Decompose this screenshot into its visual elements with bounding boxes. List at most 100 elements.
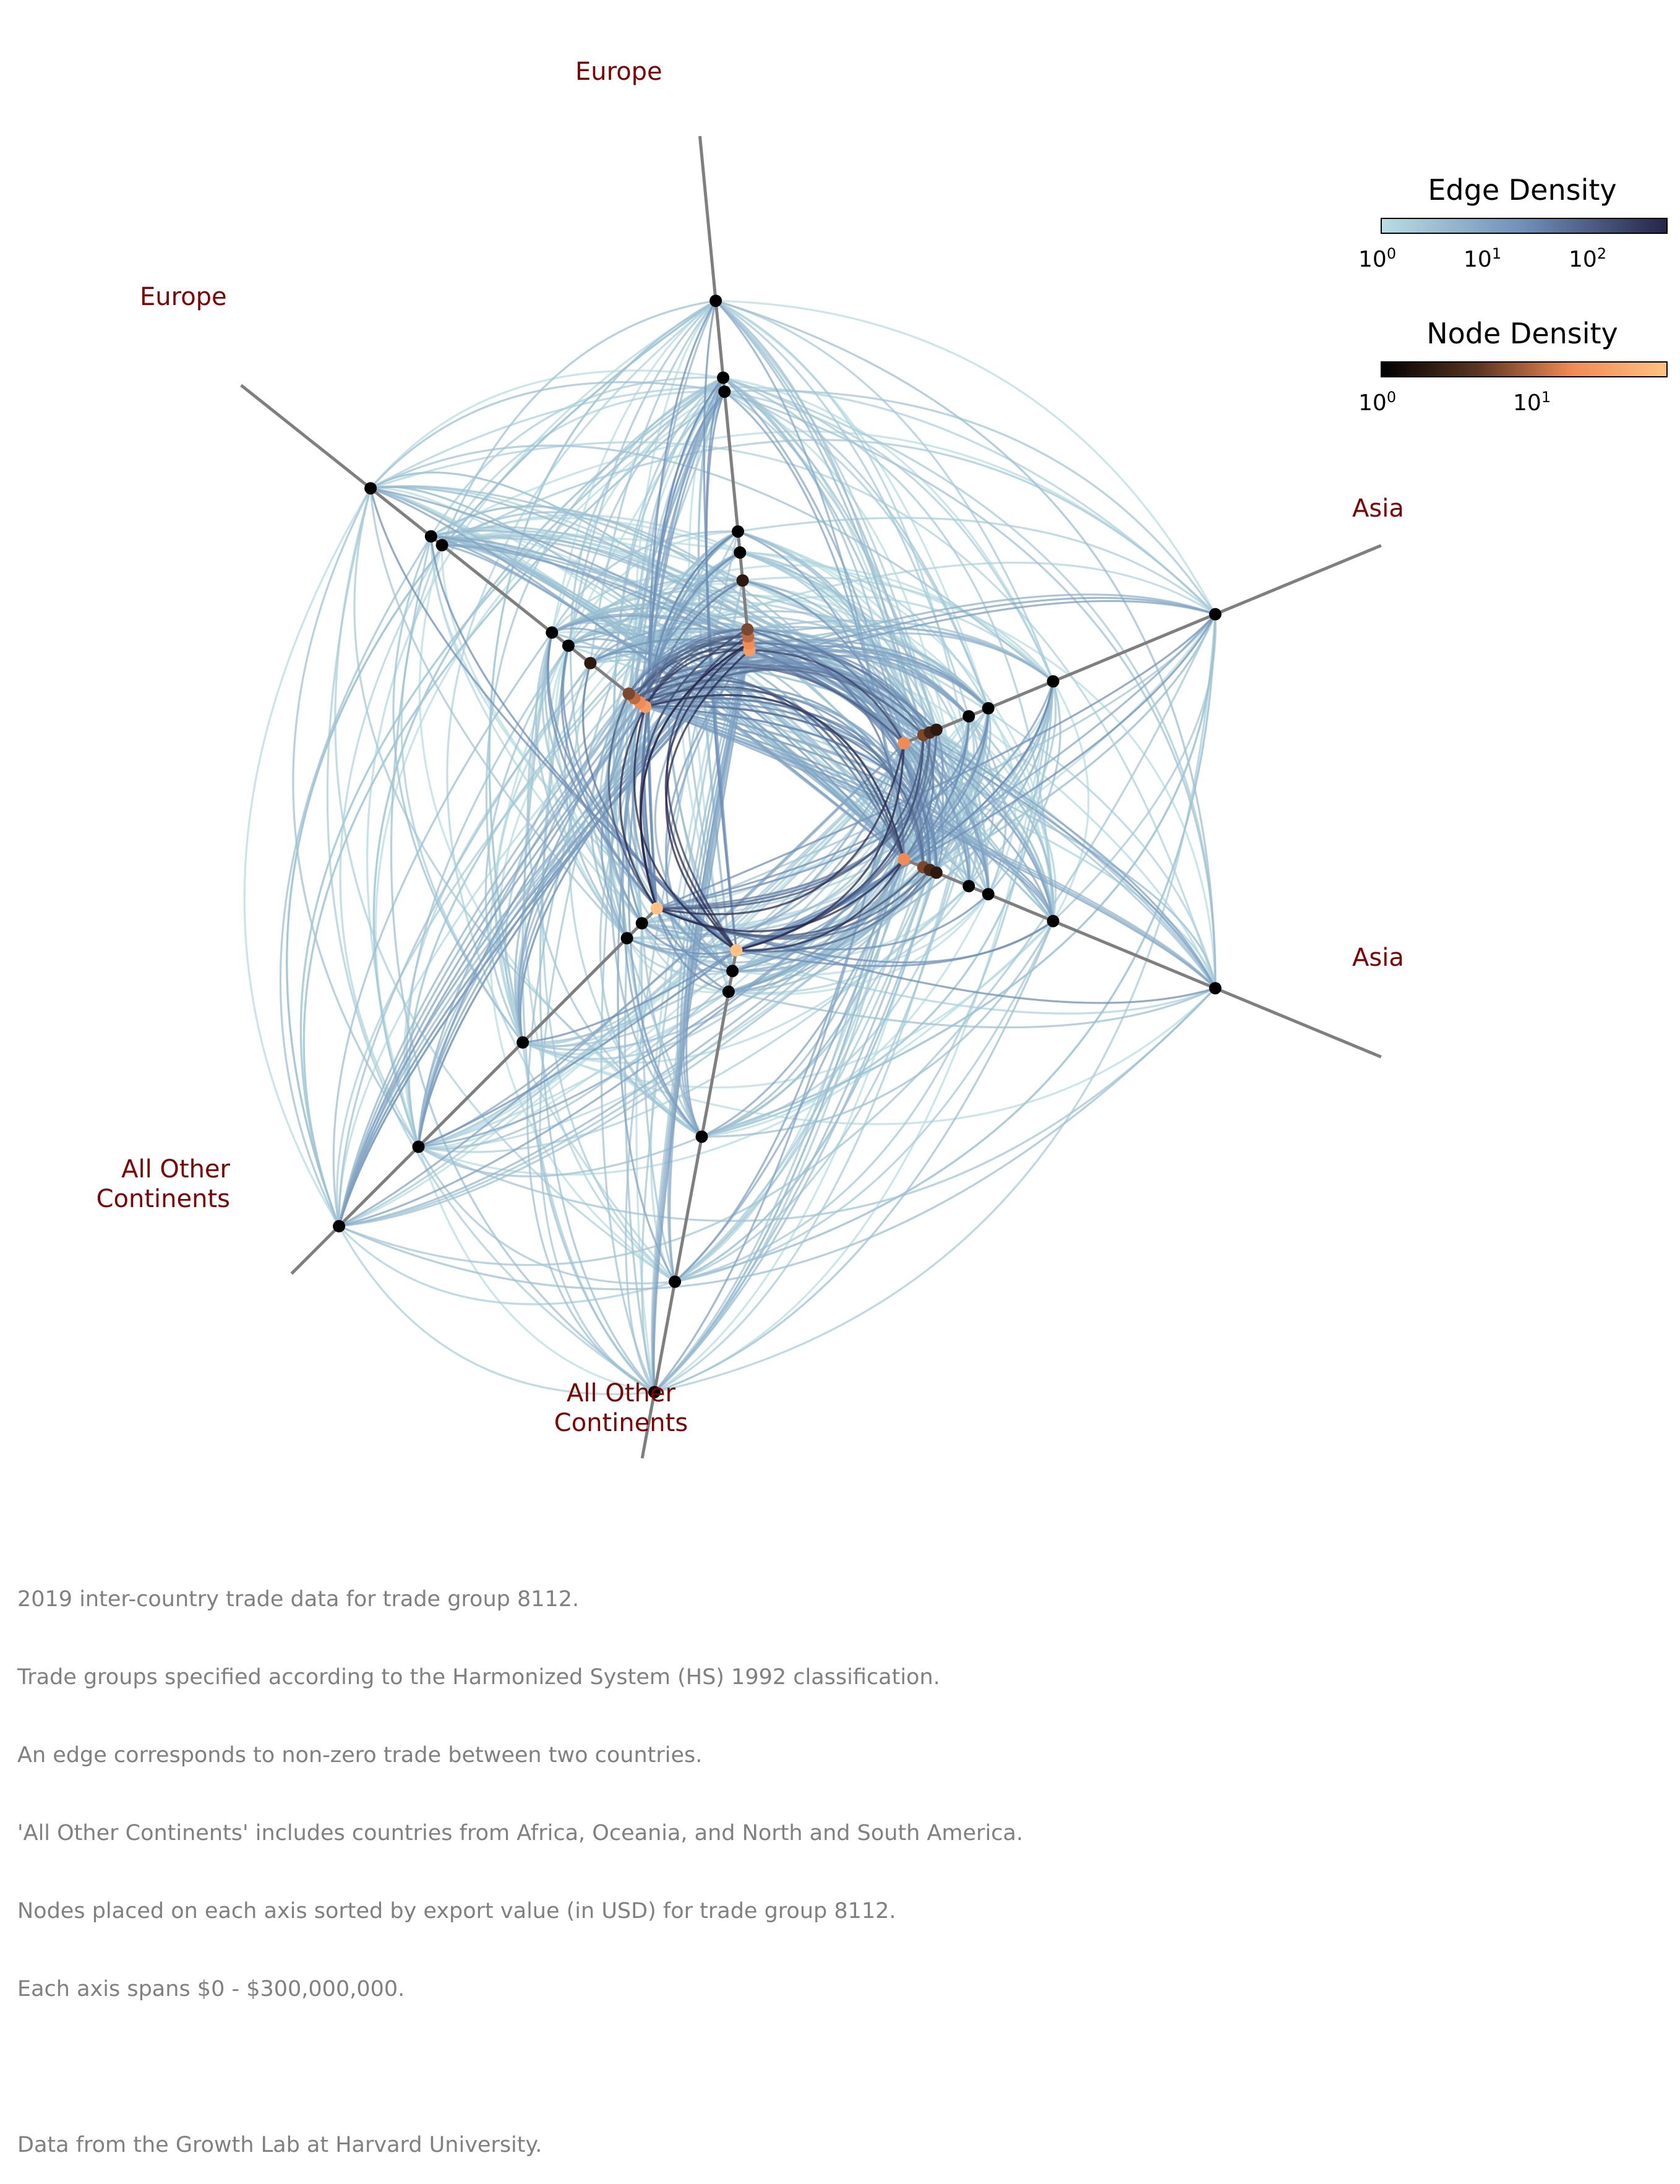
edge	[701, 614, 1217, 1138]
edge	[728, 867, 925, 993]
edge	[338, 693, 630, 1227]
edge	[338, 1226, 655, 1395]
node-other_b	[648, 1386, 661, 1399]
edge	[521, 632, 656, 1393]
node-asia_b	[1209, 982, 1222, 995]
edge	[243, 488, 372, 1227]
edge	[641, 922, 733, 973]
edge	[715, 299, 1217, 989]
node-europe_b	[364, 482, 377, 495]
axis-label-other-left-line1: All Other	[121, 1155, 230, 1184]
edge	[633, 666, 905, 744]
edge	[665, 650, 750, 972]
node-europe_b	[622, 687, 635, 700]
node-other_b	[669, 1275, 682, 1288]
axis-line-other_b	[640, 950, 738, 1459]
node-other_b	[726, 965, 739, 978]
edge	[654, 681, 1055, 1393]
edge	[526, 377, 724, 1393]
edge	[279, 536, 432, 1227]
edge	[485, 377, 724, 1043]
edge	[589, 300, 717, 664]
edge	[370, 385, 1216, 615]
node-asia_a	[930, 723, 943, 736]
edge	[722, 377, 905, 744]
edge	[619, 706, 658, 909]
edge-density-title: Edge Density	[1428, 173, 1617, 207]
edge	[665, 649, 750, 951]
edge	[748, 625, 1054, 682]
footnote-line: Nodes placed on each axis sorted by expo…	[17, 1899, 896, 1924]
axis-line-asia_a	[903, 544, 1382, 745]
edge	[701, 893, 990, 1138]
edge	[903, 742, 944, 874]
edge	[292, 488, 419, 1148]
edge	[735, 614, 1217, 952]
edge	[749, 649, 905, 744]
footnote-line: Data from the Growth Lab at Harvard Univ…	[17, 2133, 542, 2157]
edge	[302, 390, 726, 1227]
edge	[607, 693, 658, 909]
edge	[656, 735, 925, 910]
node-europe_a	[709, 294, 722, 307]
node-asia_b	[930, 866, 943, 879]
edge	[418, 920, 1054, 1176]
edge	[929, 681, 1055, 871]
node-europe_a	[718, 385, 731, 398]
edge	[339, 544, 443, 1148]
edge	[736, 869, 931, 953]
edge	[749, 647, 970, 717]
node-europe_a	[732, 525, 744, 538]
edge	[715, 299, 938, 730]
edge	[326, 488, 655, 1393]
edge	[523, 632, 676, 1283]
edge	[338, 702, 641, 1227]
edge	[338, 858, 905, 1227]
edge	[644, 377, 724, 707]
edge	[645, 705, 925, 867]
edge-layer	[243, 299, 1217, 1395]
edge	[715, 299, 1054, 682]
edge	[338, 1225, 675, 1305]
edge	[737, 517, 1216, 616]
node-layer	[333, 294, 1222, 1399]
edge	[430, 536, 643, 924]
edge	[656, 613, 1216, 909]
edge	[728, 987, 1216, 1029]
edge	[656, 858, 905, 933]
node-other_a	[333, 1219, 346, 1232]
node-other_a	[516, 1036, 529, 1049]
node-other_a	[412, 1140, 425, 1153]
axis-label-other-left-line2: Continents	[96, 1185, 230, 1213]
node-europe_a	[717, 371, 730, 384]
node-asia_b	[1047, 914, 1060, 927]
node-other_b	[695, 1130, 708, 1143]
node-asia_a	[1047, 675, 1060, 688]
edge	[338, 866, 924, 1227]
edge	[418, 1146, 675, 1284]
edge	[286, 299, 717, 1227]
edge	[568, 638, 905, 860]
edge	[551, 631, 1217, 989]
node-asia_a	[962, 710, 975, 723]
node-density-tick-1: 101	[1513, 389, 1551, 416]
axis-label-europe-top: Europe	[575, 58, 662, 86]
edge	[715, 299, 990, 709]
edge	[441, 390, 725, 546]
edge	[968, 681, 1057, 887]
edge	[645, 668, 924, 736]
node-europe_a	[736, 574, 749, 587]
edge	[747, 626, 989, 709]
edge	[431, 535, 750, 651]
node-density-title: Node Density	[1426, 317, 1618, 350]
node-europe_b	[584, 656, 597, 669]
edge	[417, 706, 646, 1147]
node-europe_a	[734, 546, 747, 559]
edge	[654, 708, 990, 1393]
edge	[624, 938, 656, 1393]
edge	[674, 681, 1055, 1283]
edge	[372, 377, 724, 1148]
edge	[408, 551, 741, 1147]
node-europe_b	[424, 530, 437, 543]
edge	[568, 663, 703, 1138]
